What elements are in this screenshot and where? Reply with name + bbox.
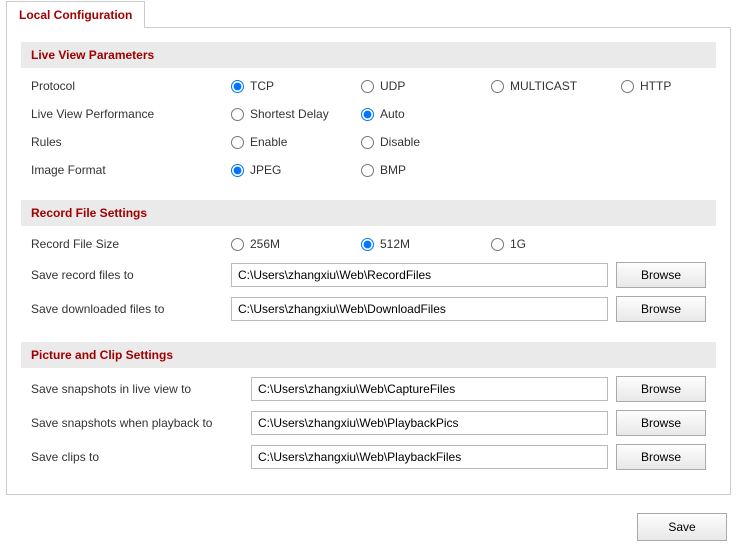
opt-protocol-udp-label: UDP — [380, 79, 405, 93]
radio-size-256m[interactable] — [231, 238, 244, 251]
label-live-snap: Save snapshots in live view to — [31, 382, 251, 396]
row-save-record: Save record files to Browse — [21, 258, 716, 292]
opt-size-512m[interactable]: 512M — [361, 237, 491, 251]
opt-imgfmt-jpeg[interactable]: JPEG — [231, 163, 361, 177]
opt-size-1g[interactable]: 1G — [491, 237, 621, 251]
row-protocol: Protocol TCP UDP MULTICAST HTTP — [21, 72, 716, 100]
input-clips[interactable] — [251, 445, 608, 469]
radio-perf-shortest[interactable] — [231, 108, 244, 121]
opt-protocol-multicast[interactable]: MULTICAST — [491, 79, 621, 93]
radio-rules-disable[interactable] — [361, 136, 374, 149]
browse-save-download[interactable]: Browse — [616, 296, 706, 322]
radio-rules-enable[interactable] — [231, 136, 244, 149]
opt-protocol-tcp[interactable]: TCP — [231, 79, 361, 93]
browse-save-record[interactable]: Browse — [616, 262, 706, 288]
section-picture-header: Picture and Clip Settings — [21, 342, 716, 368]
row-file-size: Record File Size 256M 512M 1G — [21, 230, 716, 258]
opt-rules-disable[interactable]: Disable — [361, 135, 491, 149]
opt-size-512m-label: 512M — [380, 237, 410, 251]
section-live-view-header: Live View Parameters — [21, 42, 716, 68]
input-live-snap[interactable] — [251, 377, 608, 401]
opt-imgfmt-jpeg-label: JPEG — [250, 163, 281, 177]
opt-rules-enable[interactable]: Enable — [231, 135, 361, 149]
row-performance: Live View Performance Shortest Delay Aut… — [21, 100, 716, 128]
browse-clips[interactable]: Browse — [616, 444, 706, 470]
opt-protocol-tcp-label: TCP — [250, 79, 274, 93]
opt-size-256m[interactable]: 256M — [231, 237, 361, 251]
row-save-download: Save downloaded files to Browse — [21, 292, 716, 326]
opt-perf-shortest-label: Shortest Delay — [250, 107, 329, 121]
opt-perf-shortest[interactable]: Shortest Delay — [231, 107, 361, 121]
label-rules: Rules — [31, 135, 231, 149]
radio-protocol-multicast[interactable] — [491, 80, 504, 93]
label-playback-snap: Save snapshots when playback to — [31, 416, 251, 430]
opt-perf-auto[interactable]: Auto — [361, 107, 491, 121]
row-image-format: Image Format JPEG BMP — [21, 156, 716, 184]
input-save-record[interactable] — [231, 263, 608, 287]
row-rules: Rules Enable Disable — [21, 128, 716, 156]
opt-protocol-udp[interactable]: UDP — [361, 79, 491, 93]
opt-size-256m-label: 256M — [250, 237, 280, 251]
browse-live-snap[interactable]: Browse — [616, 376, 706, 402]
opt-imgfmt-bmp[interactable]: BMP — [361, 163, 491, 177]
opt-protocol-http-label: HTTP — [640, 79, 671, 93]
radio-size-512m[interactable] — [361, 238, 374, 251]
opt-protocol-http[interactable]: HTTP — [621, 79, 737, 93]
section-record-header: Record File Settings — [21, 200, 716, 226]
opt-rules-enable-label: Enable — [250, 135, 287, 149]
radio-protocol-udp[interactable] — [361, 80, 374, 93]
radio-size-1g[interactable] — [491, 238, 504, 251]
radio-protocol-http[interactable] — [621, 80, 634, 93]
label-clips: Save clips to — [31, 450, 251, 464]
label-performance: Live View Performance — [31, 107, 231, 121]
label-protocol: Protocol — [31, 79, 231, 93]
label-save-download: Save downloaded files to — [31, 302, 231, 316]
config-panel: Live View Parameters Protocol TCP UDP MU… — [6, 27, 731, 495]
radio-imgfmt-bmp[interactable] — [361, 164, 374, 177]
row-playback-snap: Save snapshots when playback to Browse — [21, 406, 716, 440]
input-playback-snap[interactable] — [251, 411, 608, 435]
input-save-download[interactable] — [231, 297, 608, 321]
radio-imgfmt-jpeg[interactable] — [231, 164, 244, 177]
tab-local-configuration[interactable]: Local Configuration — [6, 1, 145, 28]
label-save-record: Save record files to — [31, 268, 231, 282]
opt-protocol-multicast-label: MULTICAST — [510, 79, 577, 93]
opt-size-1g-label: 1G — [510, 237, 526, 251]
radio-protocol-tcp[interactable] — [231, 80, 244, 93]
row-live-snap: Save snapshots in live view to Browse — [21, 372, 716, 406]
save-button[interactable]: Save — [637, 513, 727, 541]
opt-rules-disable-label: Disable — [380, 135, 420, 149]
opt-perf-auto-label: Auto — [380, 107, 405, 121]
radio-perf-auto[interactable] — [361, 108, 374, 121]
label-image-format: Image Format — [31, 163, 231, 177]
opt-imgfmt-bmp-label: BMP — [380, 163, 406, 177]
row-clips: Save clips to Browse — [21, 440, 716, 474]
label-file-size: Record File Size — [31, 237, 231, 251]
browse-playback-snap[interactable]: Browse — [616, 410, 706, 436]
